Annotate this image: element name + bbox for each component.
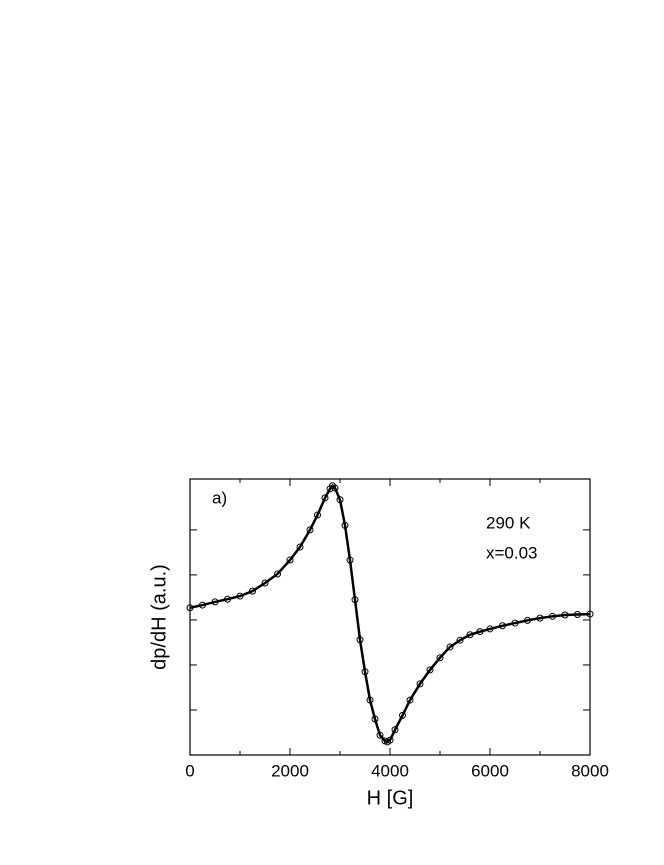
data-point xyxy=(456,636,464,644)
x-tick-label: 4000 xyxy=(371,761,409,780)
data-point xyxy=(211,598,219,606)
y-axis-label: dp/dH (a.u.) xyxy=(148,564,170,670)
data-point xyxy=(331,484,339,492)
data-point xyxy=(199,601,206,609)
x-tick-label: 6000 xyxy=(471,761,509,780)
data-point xyxy=(486,625,494,633)
data-point xyxy=(466,631,474,639)
data-point xyxy=(536,614,544,622)
data-point xyxy=(361,668,369,676)
data-point xyxy=(341,521,349,529)
data-point xyxy=(314,511,321,519)
data-point xyxy=(356,636,364,644)
data-point xyxy=(549,612,556,620)
data-point xyxy=(236,592,244,600)
data-point xyxy=(261,579,269,587)
data-point xyxy=(306,526,314,534)
annotation: 290 K xyxy=(486,513,531,532)
data-point xyxy=(366,696,374,704)
x-tick-label: 2000 xyxy=(271,761,309,780)
data-point xyxy=(406,696,414,704)
x-axis-label: H [G] xyxy=(367,787,414,809)
data-point xyxy=(186,604,194,612)
data-line xyxy=(189,483,591,744)
data-point xyxy=(561,611,569,619)
data-point xyxy=(436,654,444,662)
data-point xyxy=(499,622,506,630)
data-point xyxy=(426,666,434,674)
data-point xyxy=(321,494,329,502)
data-point xyxy=(446,643,454,651)
data-point xyxy=(371,715,379,723)
data-point xyxy=(286,556,294,564)
x-tick-label: 8000 xyxy=(571,761,609,780)
data-point xyxy=(511,619,519,627)
data-point xyxy=(346,556,354,564)
data-point xyxy=(399,711,406,719)
data-point xyxy=(224,595,231,603)
data-point xyxy=(391,726,399,734)
data-point xyxy=(296,543,304,551)
data-point xyxy=(336,496,344,504)
data-point xyxy=(376,731,384,739)
data-point xyxy=(574,611,581,619)
data-point xyxy=(386,736,394,744)
annotation: x=0.03 xyxy=(486,543,538,562)
data-point xyxy=(586,610,594,618)
x-tick-label: 0 xyxy=(185,761,194,780)
data-point xyxy=(249,587,256,595)
annotation: a) xyxy=(212,488,227,507)
data-point xyxy=(351,596,359,604)
data-point xyxy=(274,570,281,578)
data-point xyxy=(524,616,531,624)
data-point xyxy=(416,680,424,688)
data-point xyxy=(476,628,484,636)
